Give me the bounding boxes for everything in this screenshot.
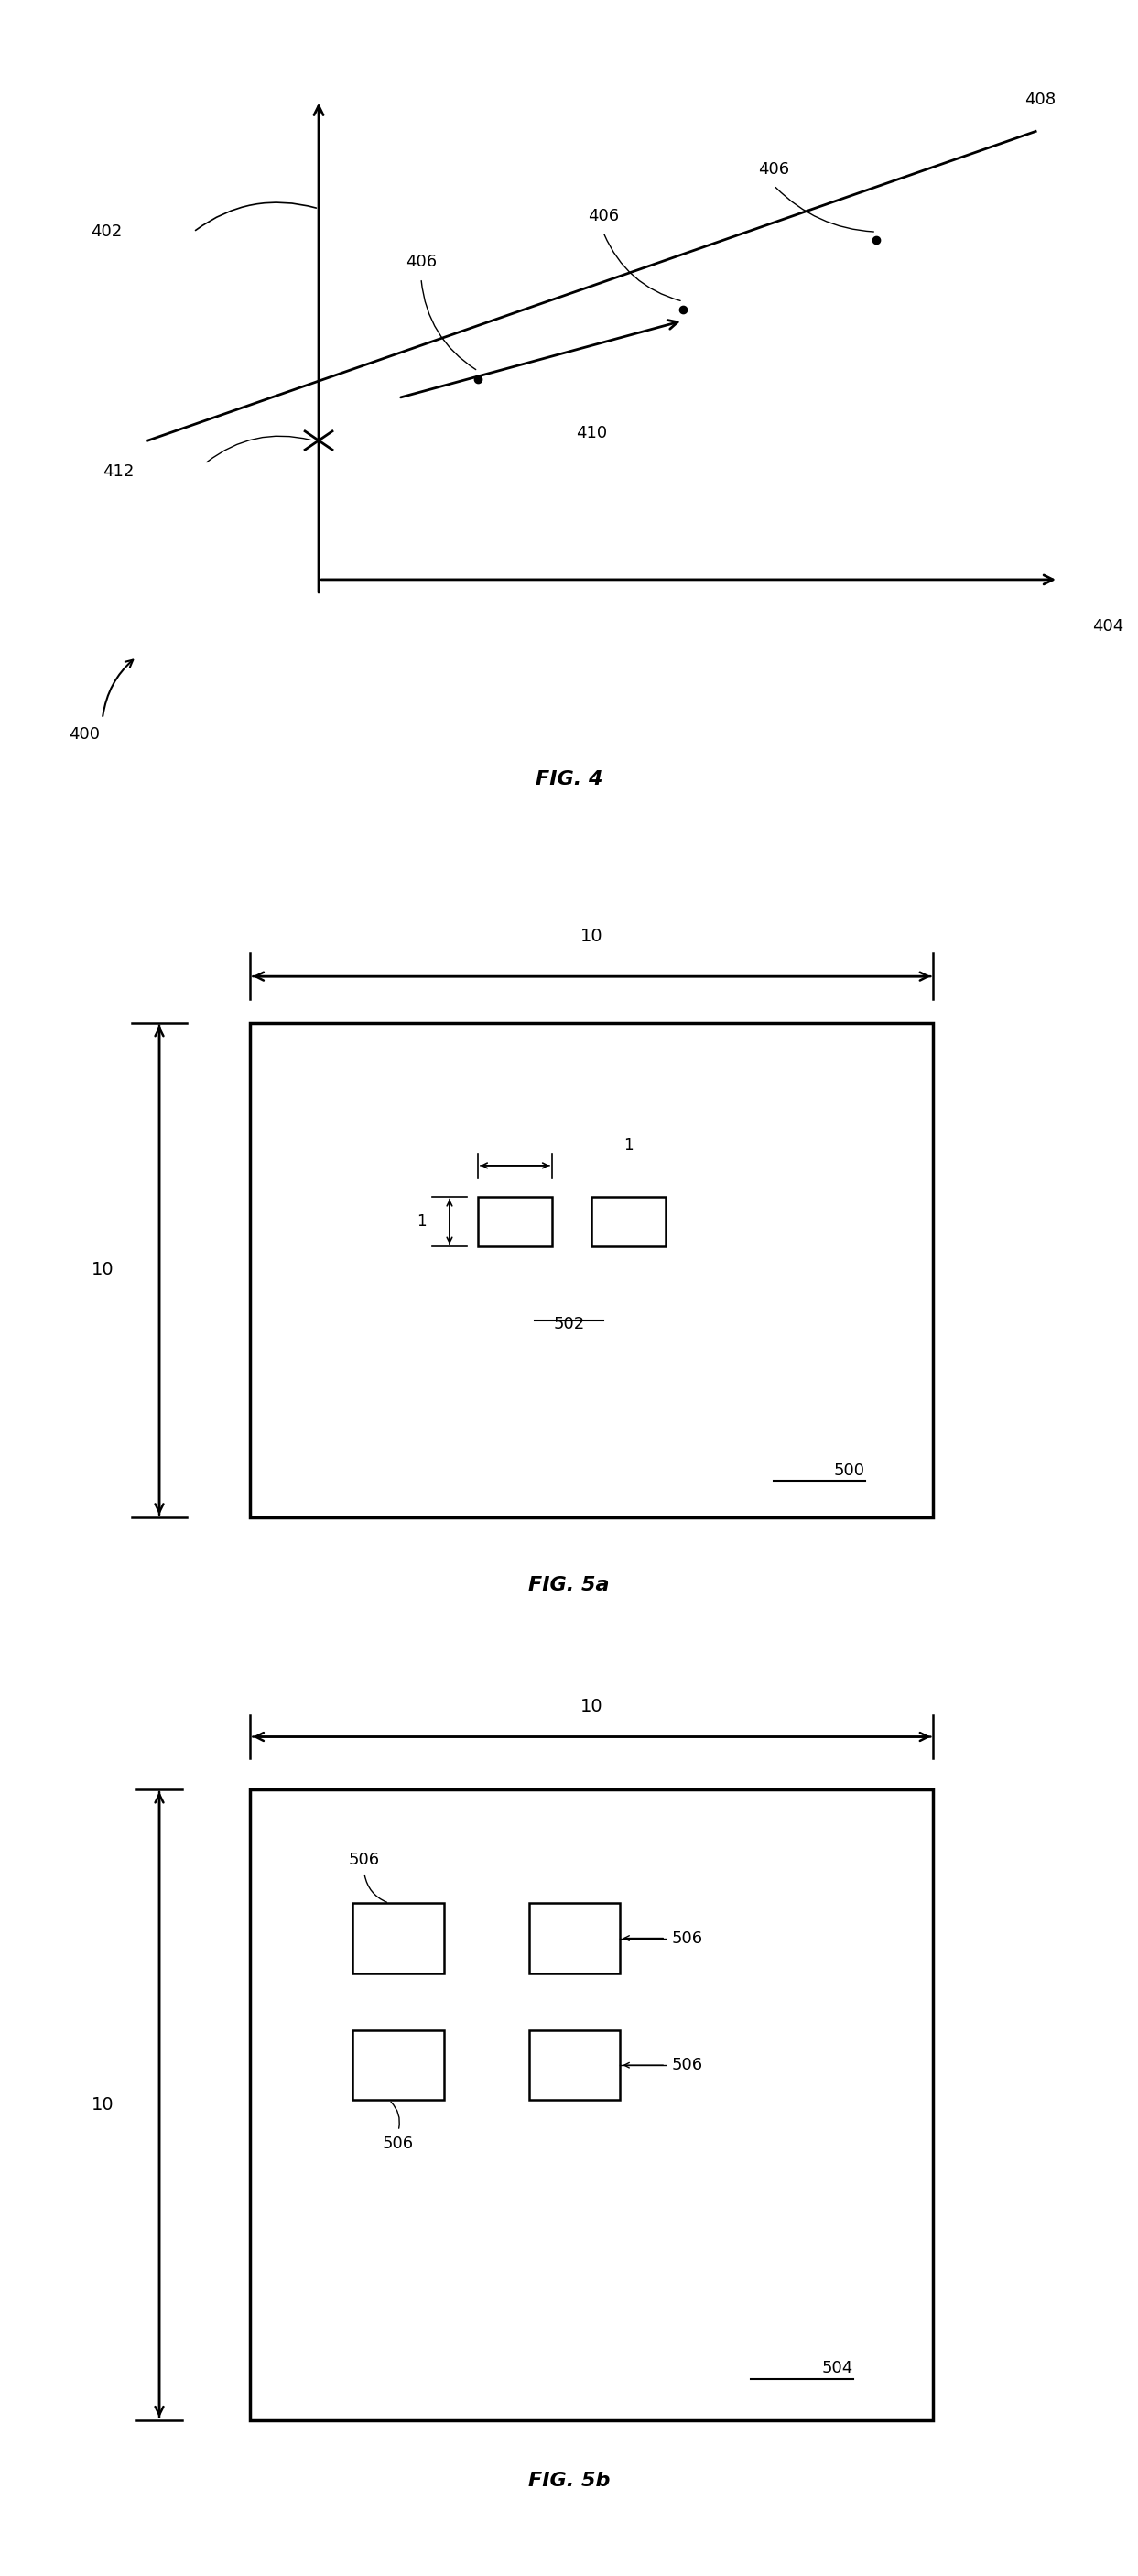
Text: 10: 10 [580, 1698, 603, 1716]
Text: FIG. 5a: FIG. 5a [528, 1577, 610, 1595]
Text: 10: 10 [580, 927, 603, 945]
Text: 1: 1 [624, 1139, 634, 1154]
Text: 502: 502 [553, 1316, 585, 1332]
Text: 500: 500 [834, 1463, 865, 1479]
Text: 504: 504 [822, 2360, 854, 2375]
Bar [529, 1904, 620, 1973]
Bar [353, 2030, 444, 2099]
Text: 404: 404 [1092, 618, 1124, 634]
Text: 406: 406 [405, 255, 437, 270]
Text: 506: 506 [671, 2058, 702, 2074]
Text: 10: 10 [91, 1262, 114, 1278]
Bar [250, 1790, 933, 2419]
Text: 402: 402 [91, 224, 123, 240]
Text: 1: 1 [417, 1213, 427, 1229]
Bar [478, 1195, 552, 1247]
Text: 412: 412 [102, 464, 134, 479]
Bar [353, 1904, 444, 1973]
Bar [592, 1195, 666, 1247]
Text: FIG. 4: FIG. 4 [535, 770, 603, 788]
Text: 410: 410 [576, 425, 608, 440]
Text: 406: 406 [758, 162, 790, 178]
Bar [250, 1023, 933, 1517]
Text: 400: 400 [68, 726, 99, 742]
Bar [529, 2030, 620, 2099]
Text: 408: 408 [1024, 93, 1055, 108]
Text: 10: 10 [91, 2097, 114, 2112]
Text: 506: 506 [382, 2136, 414, 2151]
Text: 406: 406 [587, 209, 619, 224]
Text: 506: 506 [348, 1852, 380, 1868]
Text: 506: 506 [671, 1929, 702, 1947]
Text: FIG. 5b: FIG. 5b [528, 2470, 610, 2491]
